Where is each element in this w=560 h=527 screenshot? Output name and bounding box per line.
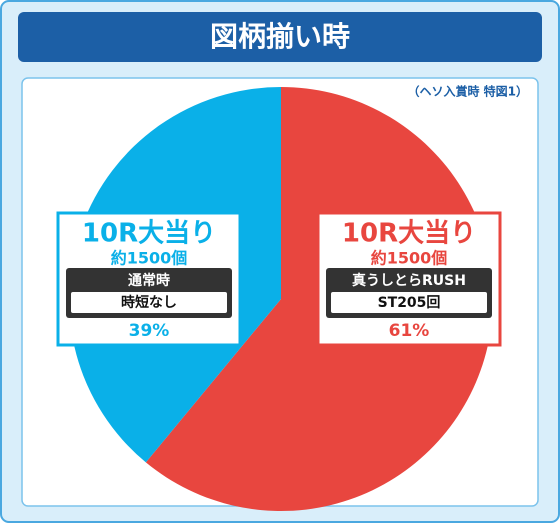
detail-box — [71, 292, 227, 313]
title-bar — [18, 12, 542, 62]
slice-name: 10R大当り — [342, 219, 476, 249]
detail-box — [331, 292, 487, 313]
slice-count: 約1500個 — [371, 249, 448, 268]
slice-detail: 時短なし — [121, 294, 177, 311]
value-label: 61% — [389, 321, 430, 341]
chart-title: 図柄揃い時 — [210, 20, 350, 53]
slice-detail: ST205回 — [378, 295, 441, 311]
slice-mode: 真うしとらRUSH — [352, 272, 466, 289]
value-label: 39% — [129, 321, 170, 341]
slice-name: 10R大当り — [82, 219, 216, 249]
slice-mode: 通常時 — [128, 272, 170, 289]
slice-count: 約1500個 — [111, 249, 188, 268]
note: （ヘソ入賞時 特図1） — [407, 84, 528, 99]
